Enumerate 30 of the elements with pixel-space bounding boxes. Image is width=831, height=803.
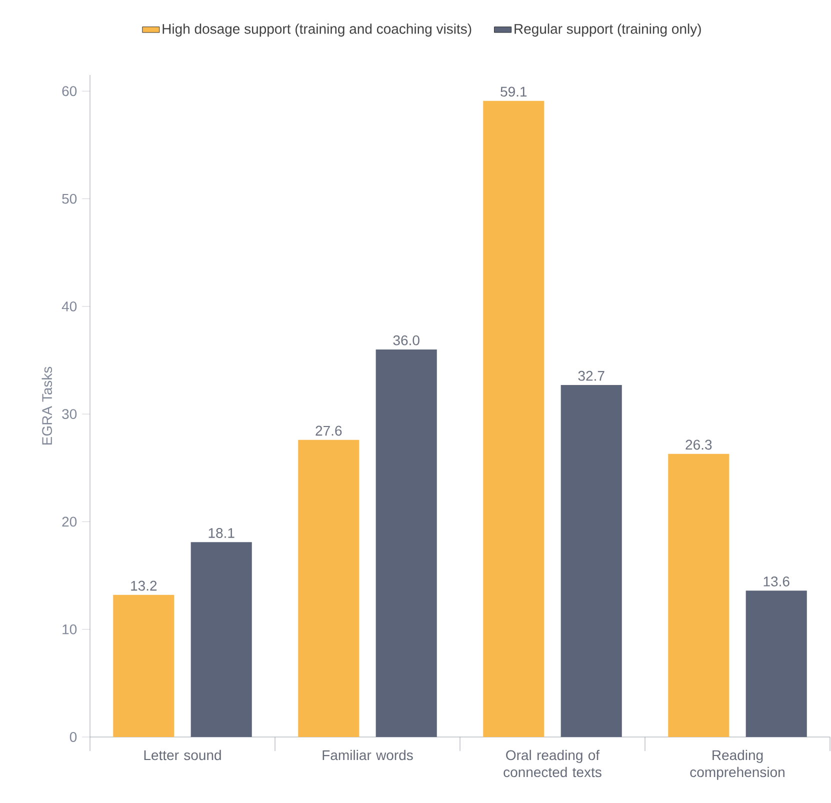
bar <box>483 100 544 737</box>
data-label: 27.6 <box>316 426 342 436</box>
bar <box>298 440 360 737</box>
data-label: 13.6 <box>764 576 790 586</box>
y-tick-label: 20 <box>62 516 77 527</box>
bar <box>113 594 174 737</box>
legend-label: High dosage support (training and coaching visits) <box>162 24 472 37</box>
bar <box>560 385 622 737</box>
data-label: 36.0 <box>393 335 420 346</box>
data-label: 59.1 <box>500 86 527 97</box>
y-tick-label: 60 <box>62 86 77 96</box>
y-tick-label: 0 <box>70 732 77 742</box>
bar <box>376 349 437 737</box>
x-tick-label: Oral reading of connected texts <box>504 750 602 778</box>
bar <box>668 454 730 737</box>
legend-label: Regular support (training only) <box>514 24 701 37</box>
y-tick-label: 40 <box>62 301 77 312</box>
data-label: 13.2 <box>131 580 157 591</box>
y-tick-label: 10 <box>62 624 77 634</box>
bar <box>746 590 807 737</box>
y-tick-label: 50 <box>62 194 77 204</box>
y-tick-label: 30 <box>62 409 77 420</box>
bar <box>190 542 252 737</box>
x-tick-label: Letter sound <box>144 750 221 760</box>
x-tick-label: Familiar words <box>322 750 413 760</box>
data-label: 32.7 <box>578 370 604 381</box>
x-tick-label: Reading comprehension <box>690 750 784 780</box>
data-label: 18.1 <box>208 528 234 538</box>
y-axis-title: EGRA Tasks <box>42 366 52 445</box>
data-label: 26.3 <box>686 440 712 450</box>
